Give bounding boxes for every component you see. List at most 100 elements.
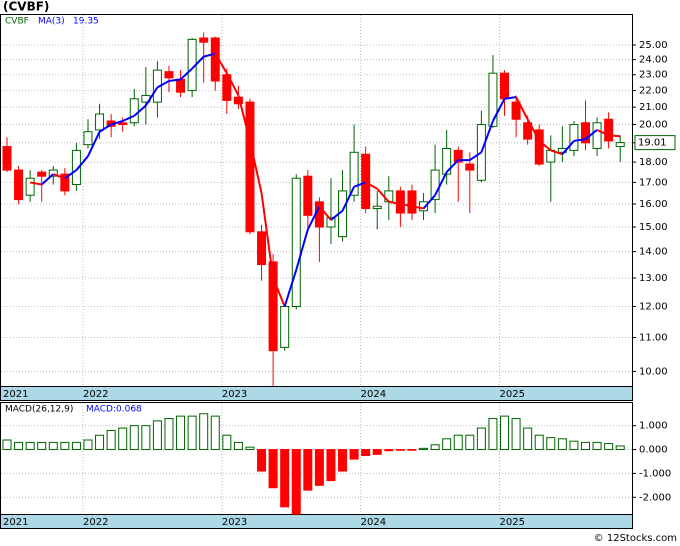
ma-segment xyxy=(515,96,529,120)
macd-bar xyxy=(37,441,47,451)
y-tick-label: 11.00 xyxy=(639,333,668,344)
ma-segment xyxy=(144,86,159,107)
candle-body xyxy=(176,78,186,93)
macd-bar xyxy=(615,445,625,451)
ma-segment xyxy=(122,114,135,122)
ma-segment xyxy=(573,138,586,142)
y-tick-label: 23.00 xyxy=(639,70,668,81)
candle-body xyxy=(581,122,590,144)
y-tick-label: -2.000 xyxy=(639,492,671,503)
macd-bar xyxy=(268,449,278,489)
macd-bar xyxy=(430,444,440,451)
macd-bar xyxy=(83,439,93,451)
x-tick-label: 2025 xyxy=(500,389,525,400)
candle-body xyxy=(326,217,336,228)
watermark: © 12Stocks.com xyxy=(594,533,677,544)
y-tick-label: 25.00 xyxy=(639,40,668,51)
macd-bar xyxy=(95,434,105,451)
macd-bar xyxy=(129,425,139,451)
candle-body xyxy=(604,118,614,142)
candle-body xyxy=(60,173,70,192)
ma-segment xyxy=(248,140,263,194)
ma-segment xyxy=(376,188,390,203)
macd-bar xyxy=(314,449,324,486)
macd-bar xyxy=(187,415,197,451)
x-tick-label: 2024 xyxy=(361,389,386,400)
macd-bar xyxy=(106,429,116,451)
y-tick-label: 10.00 xyxy=(639,366,668,377)
ma-segment xyxy=(283,269,298,307)
candle-body xyxy=(83,131,93,146)
macd-bar xyxy=(523,427,533,451)
ma-segment xyxy=(388,200,401,206)
macd-bar xyxy=(60,441,70,451)
ma-segment xyxy=(561,140,575,155)
ma-segment xyxy=(411,205,424,210)
candle-body xyxy=(164,71,174,79)
macd-legend-value: MACD:0.068 xyxy=(86,405,142,415)
ma-segment xyxy=(156,80,170,89)
ma-segment xyxy=(133,104,147,117)
ma-segment xyxy=(214,53,228,74)
candle-body xyxy=(268,261,278,352)
ma-segment xyxy=(99,123,112,133)
macd-bar xyxy=(257,449,267,472)
macd-bar xyxy=(500,415,510,451)
y-tick-label: 16.00 xyxy=(639,199,668,210)
ma-segment xyxy=(400,203,413,208)
macd-bar xyxy=(592,441,602,451)
ma-segment xyxy=(584,129,598,140)
macd-bar xyxy=(476,427,486,451)
y-tick-label: 20.00 xyxy=(639,120,668,131)
macd-bar xyxy=(488,418,498,451)
macd-bar xyxy=(546,437,556,451)
candle-body xyxy=(395,190,405,214)
ma-segment xyxy=(341,186,356,212)
x-band xyxy=(0,514,633,529)
macd-bar xyxy=(141,425,151,451)
candle-body xyxy=(569,124,579,151)
macd-bar xyxy=(233,441,243,451)
y-tick-label: 24.00 xyxy=(639,55,668,66)
macd-bar xyxy=(222,434,232,451)
ma-segment xyxy=(191,55,205,70)
ma-segment xyxy=(330,209,344,221)
y-tick-label: 13.00 xyxy=(639,273,668,284)
ma-segment xyxy=(237,95,251,142)
candle-body xyxy=(384,190,394,203)
y-tick-label: 15.00 xyxy=(639,222,668,233)
macd-bar xyxy=(349,449,359,460)
macd-bar xyxy=(569,440,579,451)
y-tick-label: 1.000 xyxy=(639,421,668,432)
ma-segment xyxy=(538,140,552,152)
ma-segment xyxy=(365,181,378,190)
macd-bar xyxy=(176,415,186,451)
macd-legend: MACD(26,12,9) xyxy=(5,405,73,415)
candle-body xyxy=(14,169,24,201)
candle-body xyxy=(25,177,35,196)
macd-bar xyxy=(511,418,521,451)
candle-body xyxy=(453,149,463,163)
x-tick-label: 2022 xyxy=(83,517,108,528)
macd-bar xyxy=(48,441,58,451)
candle-body xyxy=(430,169,440,201)
ma-segment xyxy=(295,229,309,271)
ma-segment xyxy=(445,159,459,173)
candle-body xyxy=(523,122,533,140)
candle-body xyxy=(314,201,324,228)
macd-bar xyxy=(245,446,255,451)
macd-bar xyxy=(395,449,405,451)
ma-segment xyxy=(64,169,77,180)
macd-bar xyxy=(164,418,174,451)
candle-body xyxy=(37,171,47,177)
macd-bar xyxy=(280,449,290,508)
last-price-label: 19.01 xyxy=(638,138,667,149)
x-tick-label: 2022 xyxy=(83,389,108,400)
candle-body xyxy=(465,163,475,171)
macd-bar xyxy=(361,449,371,457)
ma-segment xyxy=(52,173,66,180)
legend-ma: MA(3) xyxy=(38,17,65,27)
macd-bar xyxy=(25,441,35,451)
macd-bar xyxy=(199,413,209,451)
legend-ma-value: 19.35 xyxy=(73,17,99,27)
